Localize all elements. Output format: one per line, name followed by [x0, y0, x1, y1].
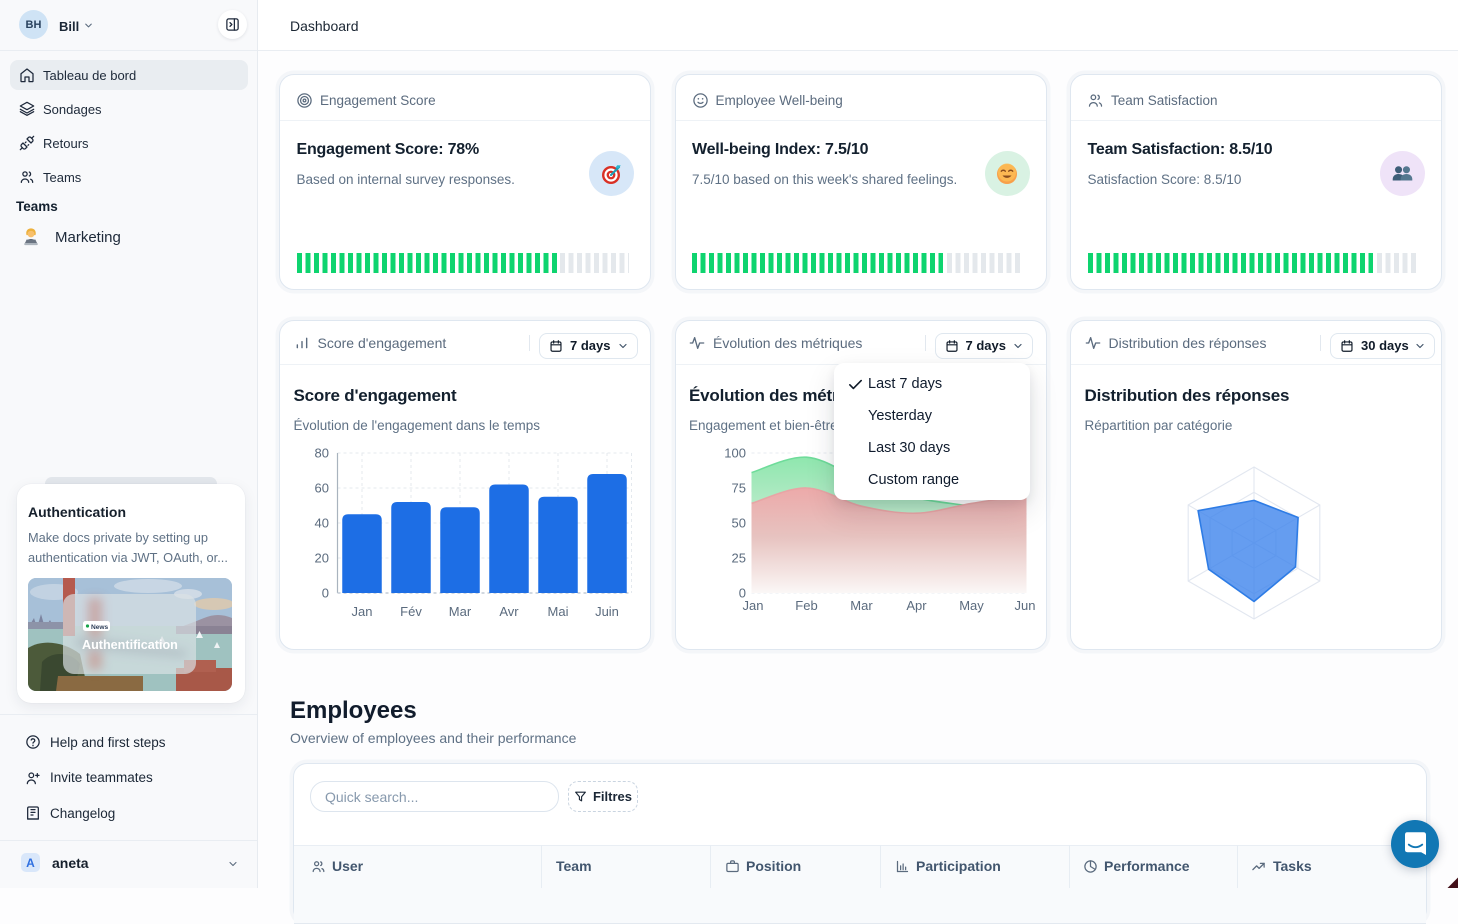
svg-text:Juin: Juin — [595, 604, 619, 619]
svg-text:Jan: Jan — [742, 598, 763, 613]
svg-text:Jan: Jan — [352, 604, 373, 619]
svg-text:Mar: Mar — [449, 604, 472, 619]
svg-text:Feb: Feb — [795, 598, 817, 613]
svg-text:Mar: Mar — [850, 598, 873, 613]
svg-text:May: May — [959, 598, 984, 613]
svg-text:50: 50 — [731, 516, 745, 531]
svg-text:Apr: Apr — [906, 598, 927, 613]
svg-text:75: 75 — [731, 481, 745, 496]
svg-text:80: 80 — [315, 446, 329, 461]
svg-text:Jun: Jun — [1014, 598, 1035, 613]
svg-text:News: News — [91, 624, 109, 631]
svg-text:0: 0 — [322, 586, 329, 601]
svg-text:Avr: Avr — [499, 604, 519, 619]
svg-text:Mai: Mai — [548, 604, 569, 619]
svg-text:20: 20 — [315, 551, 329, 566]
svg-text:40: 40 — [315, 516, 329, 531]
svg-text:Authentification: Authentification — [82, 638, 178, 652]
svg-text:60: 60 — [315, 481, 329, 496]
svg-text:Fév: Fév — [400, 604, 422, 619]
svg-text:25: 25 — [731, 551, 745, 566]
svg-text:0: 0 — [738, 586, 745, 601]
svg-text:100: 100 — [724, 446, 746, 461]
